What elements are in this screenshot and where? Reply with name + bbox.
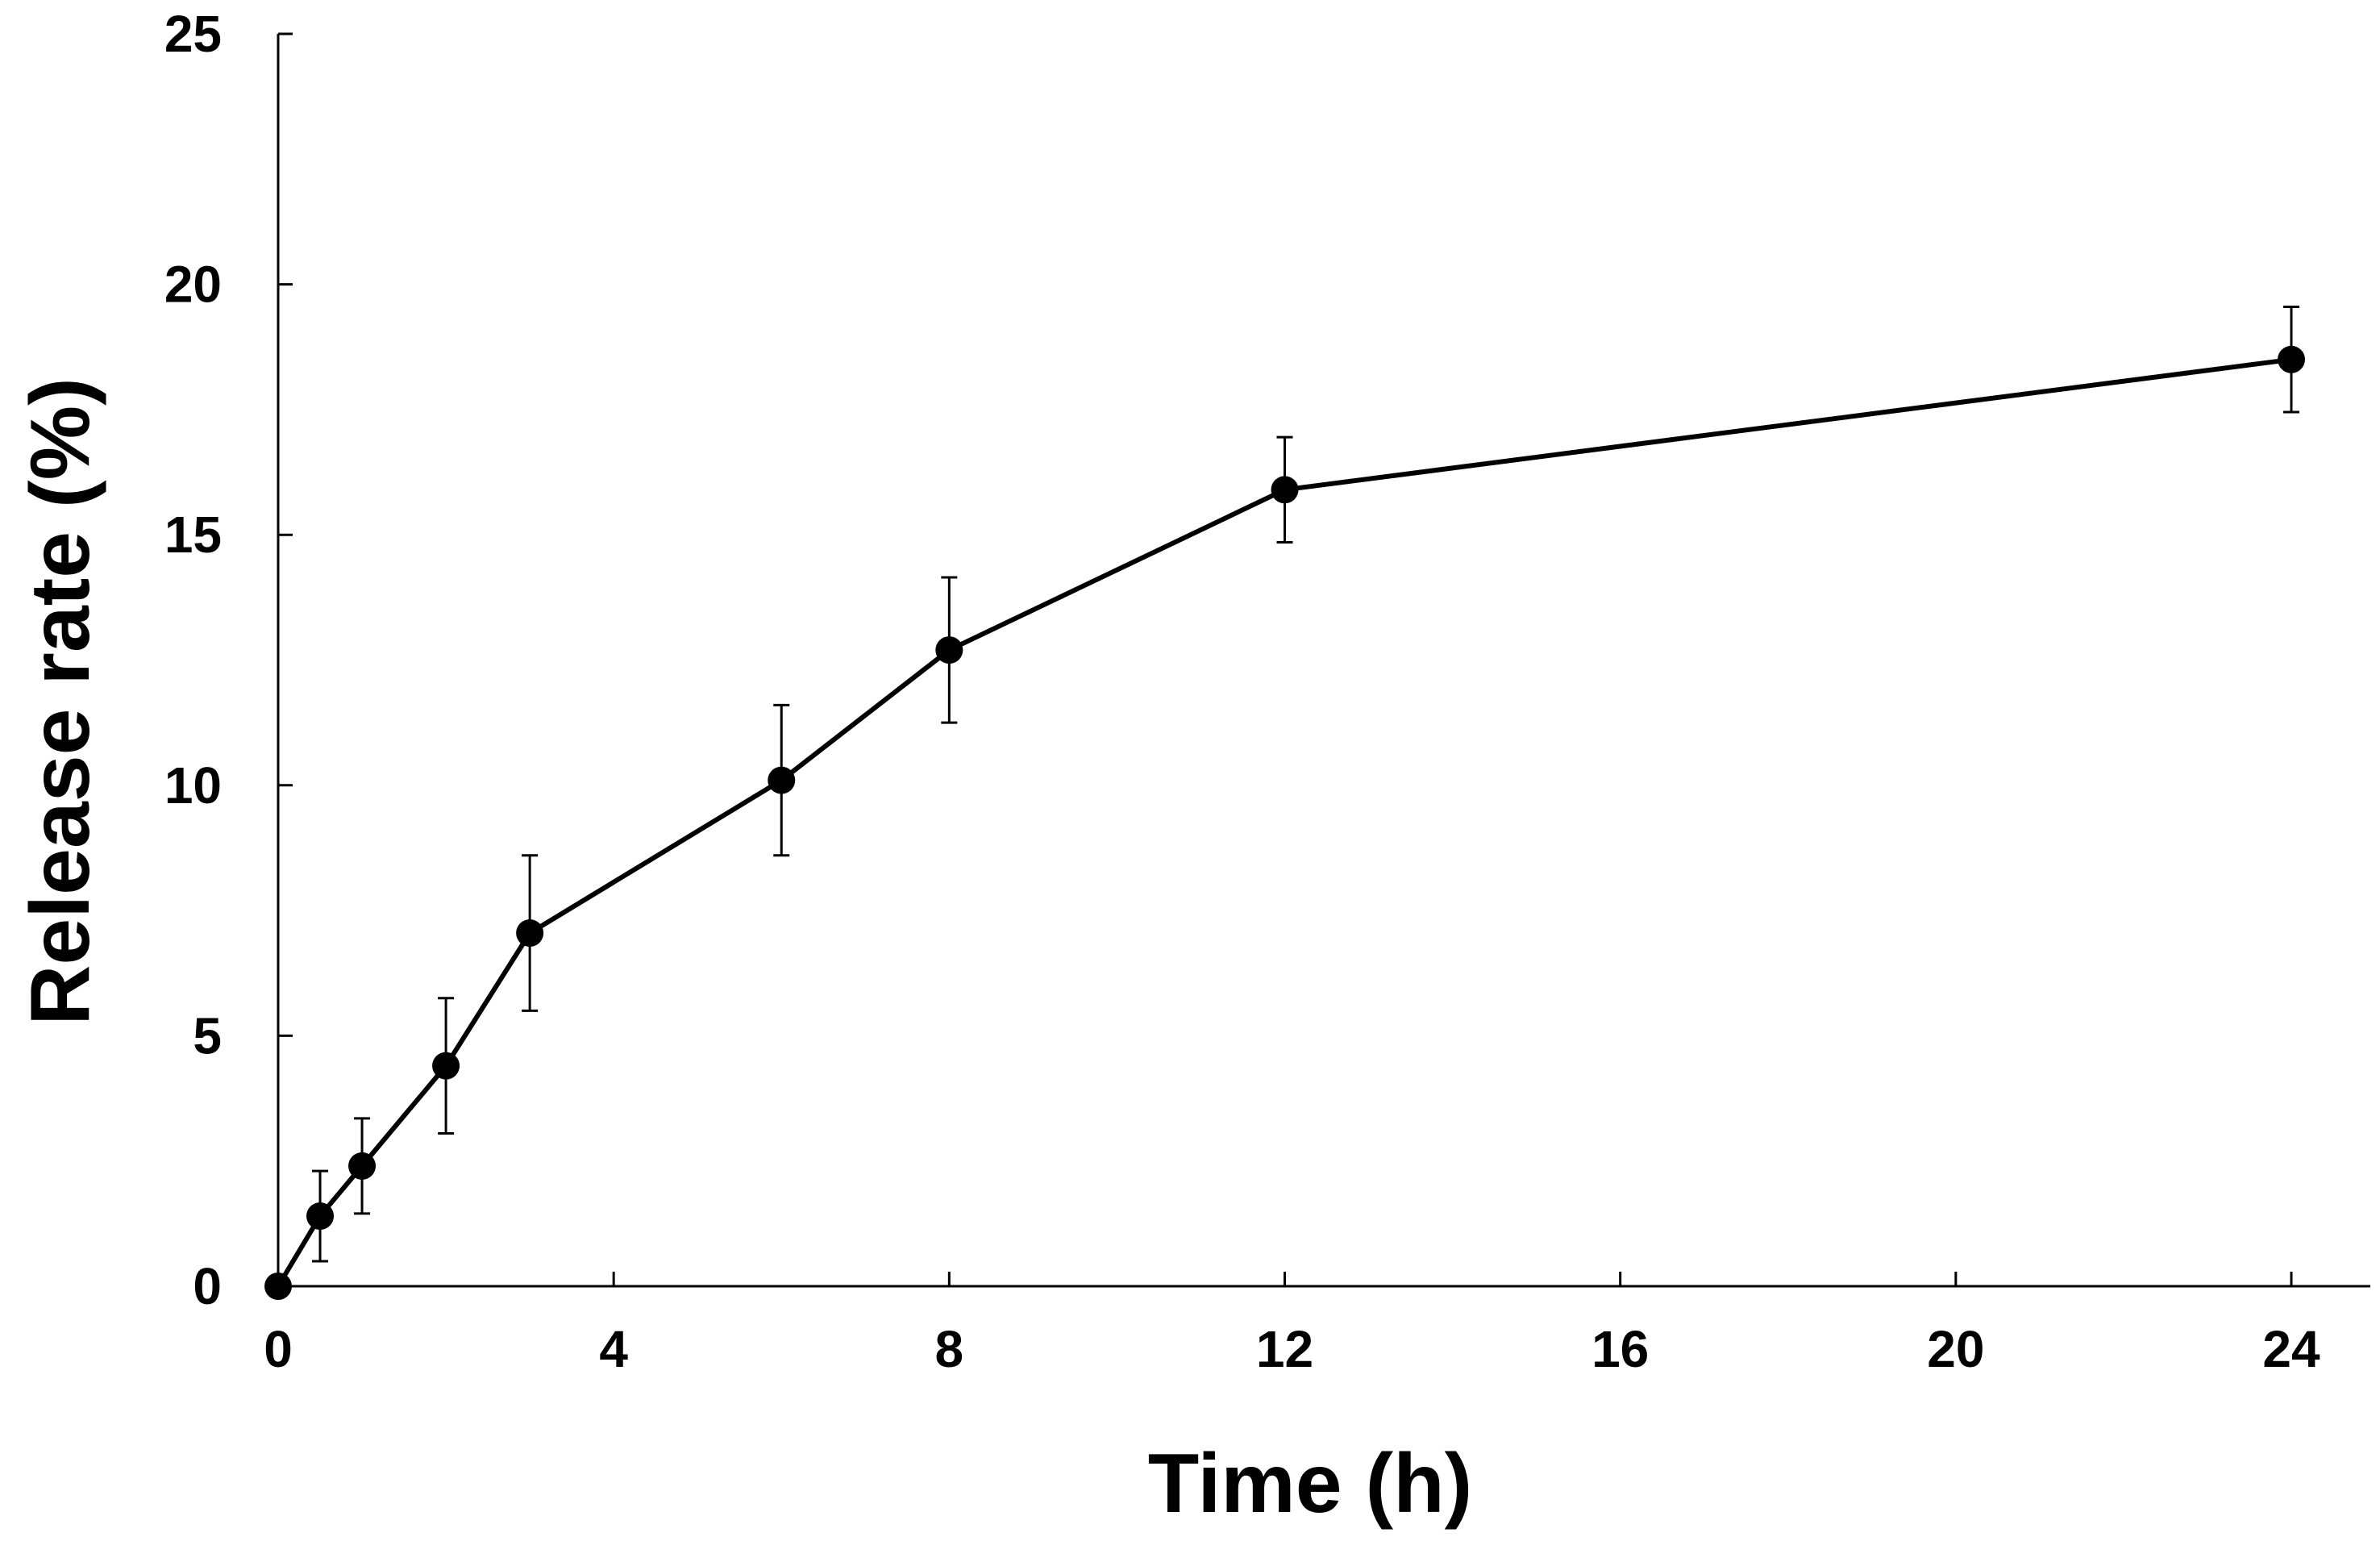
x-tick-label: 0 (264, 1320, 293, 1378)
x-tick-label: 8 (935, 1320, 964, 1378)
x-tick-label: 12 (1256, 1320, 1313, 1378)
series (264, 306, 2305, 1300)
data-point (935, 636, 963, 664)
data-point (348, 1152, 377, 1180)
y-tick-label: 25 (164, 5, 222, 63)
y-tick-label: 0 (193, 1257, 222, 1315)
ticks: 0 5 10 15 20 25 0 4 8 12 16 20 24 (164, 5, 2320, 1378)
y-tick-label: 10 (164, 756, 222, 814)
axes (277, 34, 2370, 1288)
y-axis-title: Release rate (%) (14, 377, 107, 1026)
data-point (264, 1273, 292, 1300)
y-tick-label: 20 (164, 256, 222, 314)
data-point (432, 1052, 460, 1080)
x-tick-label: 4 (599, 1320, 628, 1378)
y-tick-label: 5 (193, 1006, 222, 1064)
x-tick-label: 16 (1592, 1320, 1649, 1378)
data-point (306, 1202, 335, 1231)
data-point (768, 766, 796, 794)
y-tick-label: 15 (164, 506, 222, 564)
x-tick-label: 24 (2262, 1320, 2320, 1378)
data-point (1271, 476, 1299, 504)
data-point (2278, 345, 2305, 373)
x-tick-label: 20 (1927, 1320, 1984, 1378)
data-point (516, 919, 544, 948)
x-axis-title: Time (h) (1148, 1437, 1473, 1531)
axis-labels: Time (h) Release rate (%) (14, 377, 1472, 1531)
